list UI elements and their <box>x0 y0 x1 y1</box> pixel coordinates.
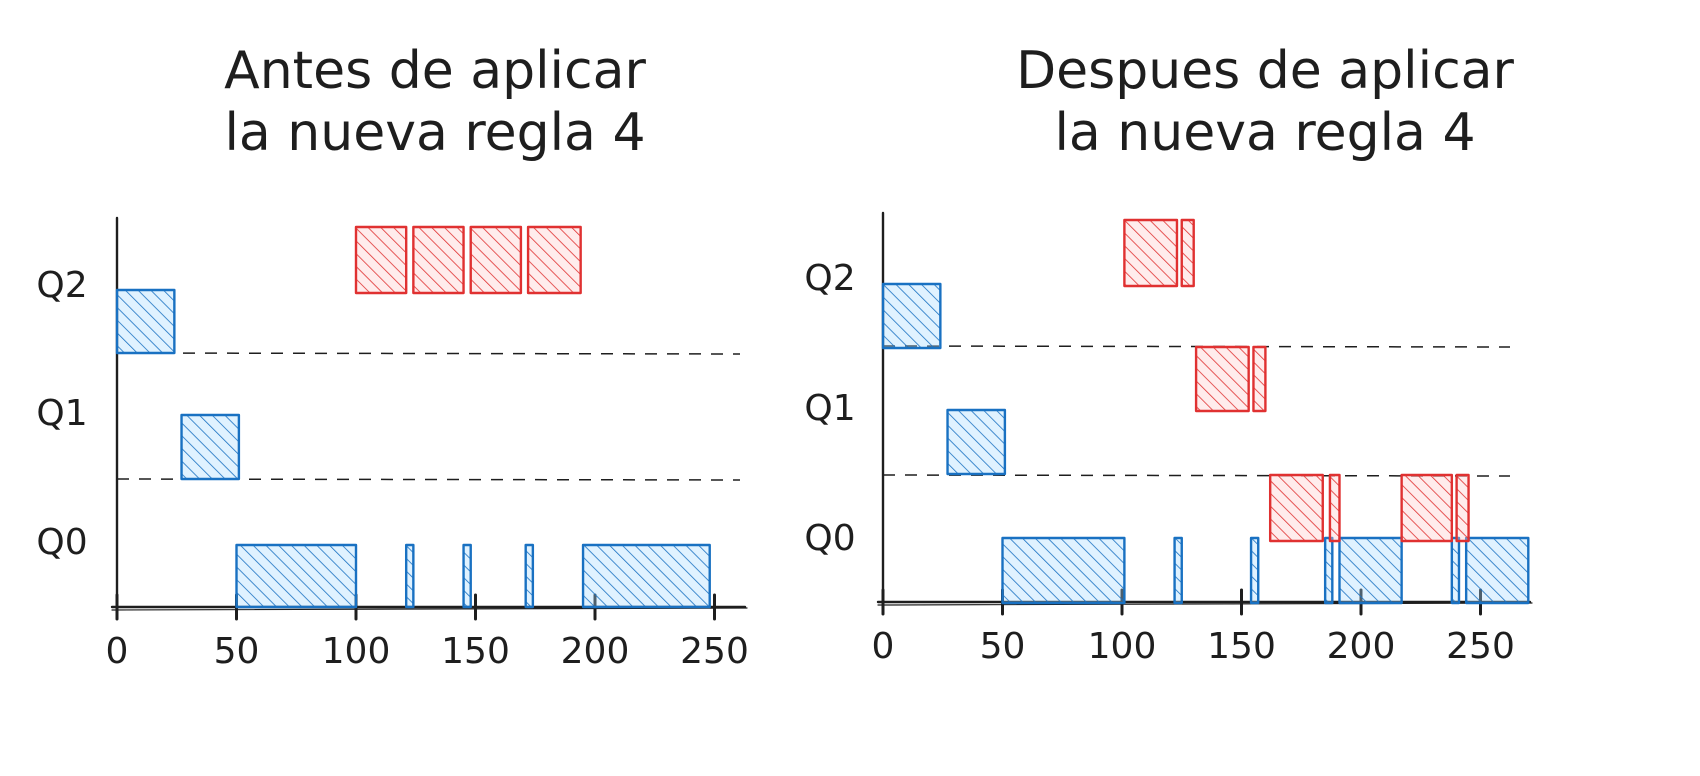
segment-before-blue-q2-0 <box>115 288 176 355</box>
chart-title-after: Despues de aplicar la nueva regla 4 <box>915 40 1615 164</box>
chart-title-before-line-2: la nueva regla 4 <box>224 103 646 163</box>
chart-title-after-line-2: la nueva regla 4 <box>1054 103 1476 163</box>
segment-before-blue-q0-2 <box>235 543 358 609</box>
segment-after-blue-q0-4 <box>1249 536 1260 605</box>
chart-title-before-line-1: Antes de aplicar <box>224 41 646 101</box>
segment-before-red-q2-1 <box>412 225 465 295</box>
x-tick-label-after-250: 250 <box>1446 626 1515 667</box>
segment-before-blue-q0-6 <box>581 543 711 609</box>
queue-separator-before-1 <box>116 478 741 481</box>
segment-after-red-q2-1 <box>1180 218 1195 288</box>
x-tick-label-before-150: 150 <box>441 631 510 672</box>
queue-label-before-q1: Q1 <box>36 393 87 434</box>
segment-after-red-q1-3 <box>1252 345 1267 413</box>
segment-after-blue-q0-5 <box>1323 536 1334 605</box>
segment-after-red-q0-5 <box>1328 473 1341 543</box>
chart-title-after-line-1: Despues de aplicar <box>1016 41 1514 101</box>
segment-after-blue-q0-6 <box>1338 536 1403 605</box>
x-tick-label-after-200: 200 <box>1327 626 1396 667</box>
segment-before-blue-q0-5 <box>524 543 535 609</box>
segment-after-red-q0-6 <box>1400 473 1454 543</box>
segment-after-red-q0-4 <box>1268 473 1324 543</box>
segment-after-blue-q0-7 <box>1450 536 1461 605</box>
x-axis-sketch-after <box>877 602 1533 606</box>
segment-after-red-q2-0 <box>1123 218 1179 288</box>
x-tick-label-before-50: 50 <box>214 631 260 672</box>
queue-separator-before-0 <box>116 352 741 355</box>
x-tick-label-after-0: 0 <box>872 626 895 667</box>
segment-after-red-q0-7 <box>1455 473 1470 543</box>
segment-after-blue-q2-0 <box>881 282 942 350</box>
queue-label-after-q1: Q1 <box>804 388 855 429</box>
x-tick-label-before-0: 0 <box>106 631 129 672</box>
x-tick-label-after-150: 150 <box>1207 626 1276 667</box>
x-tick-label-after-50: 50 <box>980 626 1026 667</box>
x-tick-label-after-100: 100 <box>1088 626 1157 667</box>
segment-after-blue-q1-1 <box>946 408 1007 476</box>
segment-after-blue-q0-3 <box>1173 536 1183 605</box>
segment-before-red-q2-2 <box>469 225 523 295</box>
segment-before-red-q2-3 <box>526 225 582 295</box>
segment-before-red-q2-0 <box>354 225 408 295</box>
segment-before-blue-q1-1 <box>180 413 241 481</box>
x-tick-label-before-200: 200 <box>561 631 630 672</box>
queue-label-after-q2: Q2 <box>804 258 855 299</box>
x-axis-sketch-before <box>111 607 748 611</box>
queue-label-after-q0: Q0 <box>804 518 855 559</box>
queue-separator-after-1 <box>882 474 1511 477</box>
queue-label-before-q2: Q2 <box>36 265 87 306</box>
segment-before-blue-q0-4 <box>462 543 472 609</box>
queue-label-before-q0: Q0 <box>36 522 87 563</box>
x-tick-label-before-100: 100 <box>322 631 391 672</box>
x-tick-label-before-250: 250 <box>680 631 749 672</box>
segment-after-blue-q0-8 <box>1464 536 1530 605</box>
segment-before-blue-q0-3 <box>404 543 415 609</box>
segment-after-blue-q0-2 <box>1001 536 1126 605</box>
segment-after-red-q1-2 <box>1194 345 1250 413</box>
chart-title-before: Antes de aplicar la nueva regla 4 <box>85 40 785 164</box>
